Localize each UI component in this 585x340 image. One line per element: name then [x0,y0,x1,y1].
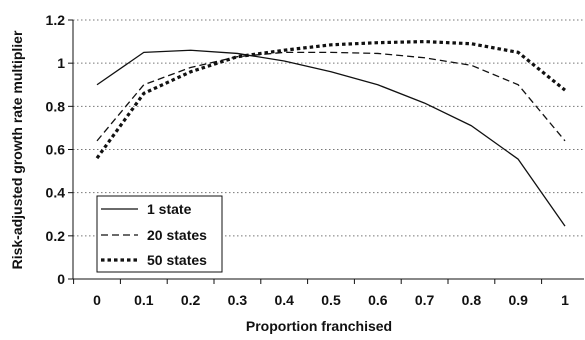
legend-label-50-states: 50 states [147,252,207,268]
y-tick-label-2: 0.4 [46,185,66,201]
y-tick-label-1: 0.2 [46,228,66,244]
y-axis-title: Risk-adjusted growth rate multiplier [9,30,25,269]
x-tick-labels: 0 0.1 0.2 0.3 0.4 0.5 0.6 0.7 0.8 0.9 1 [93,292,569,308]
series-line-20-states [96,51,566,142]
x-tick-label-9: 0.9 [508,292,528,308]
x-tick-label-7: 0.7 [415,292,435,308]
series-line-1-state [96,49,566,227]
y-tick-label-3: 0.6 [46,142,66,158]
x-tick-label-2: 0.2 [181,292,201,308]
legend-label-1-state: 1 state [147,201,192,217]
x-tick-label-0: 0 [93,292,101,308]
y-tick-label-0: 0 [57,271,65,287]
y-tick-label-6: 1.2 [46,12,66,28]
y-tick-label-5: 1 [57,55,65,71]
y-tick-labels: 0 0.2 0.4 0.6 0.8 1 1.2 [46,12,66,287]
series-lines [95,39,567,227]
x-tick-label-3: 0.3 [228,292,248,308]
y-tick-label-4: 0.8 [46,98,66,114]
x-tick-label-10: 1 [561,292,569,308]
x-tick-label-6: 0.6 [368,292,388,308]
legend-label-20-states: 20 states [147,227,207,243]
series-line-50-states [95,39,567,160]
axes [68,19,584,284]
x-tick-label-8: 0.8 [462,292,482,308]
x-tick-label-4: 0.4 [274,292,294,308]
legend: 1 state 20 states 50 states [96,195,223,273]
x-axis-title: Proportion franchised [246,318,392,334]
x-tick-label-5: 0.5 [321,292,341,308]
x-tick-label-1: 0.1 [134,292,154,308]
